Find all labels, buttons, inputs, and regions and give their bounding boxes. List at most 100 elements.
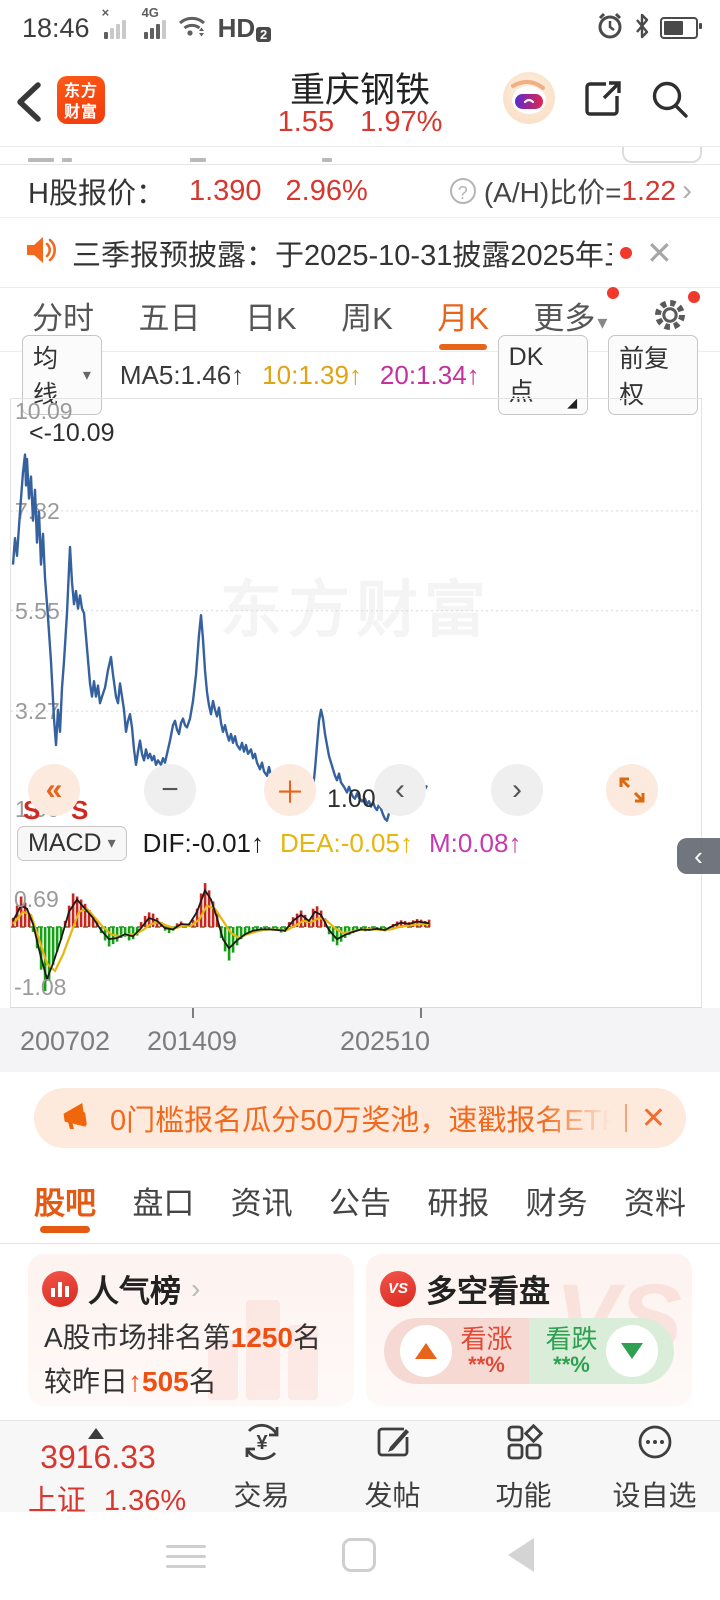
- time-axis-label: 202510: [339, 1026, 431, 1056]
- index-up-triangle-icon: [88, 1428, 104, 1439]
- corner-fold-icon: ◢: [567, 395, 578, 410]
- trade-button[interactable]: ¥ 交易: [196, 1421, 327, 1512]
- home-button[interactable]: [342, 1538, 376, 1572]
- android-back-button[interactable]: [508, 1538, 534, 1572]
- eastmoney-logo[interactable]: 东方 财富: [57, 76, 105, 124]
- recents-button[interactable]: [166, 1538, 206, 1575]
- clock-text: 18:46: [22, 12, 90, 43]
- ma10-value: 10:1.39↑: [262, 359, 362, 390]
- bull-percent: **%: [468, 1352, 505, 1378]
- sim2-signal-icon: 4G: [142, 5, 166, 39]
- search-icon[interactable]: [646, 76, 692, 122]
- chart-settings-gear-icon[interactable]: [650, 290, 700, 345]
- chevron-right-icon: ›: [682, 174, 692, 207]
- popularity-title: 人气榜: [88, 1274, 181, 1309]
- time-axis-label: 200702: [19, 1026, 111, 1056]
- svg-text:0.69: 0.69: [14, 886, 59, 912]
- gear-badge-dot: [687, 290, 700, 303]
- chevron-right-icon: ›: [191, 1272, 201, 1304]
- next-button[interactable]: ›: [491, 764, 543, 816]
- android-nav-bar: [0, 1530, 720, 1590]
- promo-close-icon[interactable]: ✕: [640, 1101, 666, 1135]
- popularity-card[interactable]: 人气榜 › A股市场排名第1250名 较昨日↑505名: [28, 1254, 354, 1406]
- clipped-row: [0, 146, 720, 165]
- status-bar: 18:46 × 4G HD 2: [0, 0, 720, 56]
- bull-bear-card[interactable]: VS VS 多空看盘 看涨**% 看跌**%: [366, 1254, 692, 1406]
- dea-value: DEA:-0.05↑: [280, 827, 413, 858]
- announcement-close-icon[interactable]: ✕: [646, 234, 673, 271]
- caret-down-icon: ▾: [107, 835, 116, 852]
- assistant-avatar[interactable]: [503, 72, 555, 124]
- vs-icon: VS: [380, 1270, 416, 1307]
- ah-ratio-label: (A/H)比价=: [483, 177, 622, 208]
- bear-label: 看跌: [545, 1323, 598, 1354]
- section-tab-资料[interactable]: 资料: [623, 1186, 686, 1221]
- ma-toolbar: 均线 ▾ MA5:1.46↑ 10:1.39↑ 20:1.34↑ DK点 ◢ 前复权: [0, 335, 720, 415]
- prev-button[interactable]: ‹: [374, 764, 426, 816]
- hd-voice-icon: HD 2: [218, 13, 272, 44]
- promo-banner[interactable]: 0门槛报名瓜分50万奖池，速戳报名ETF菁英赛 ✕: [34, 1088, 686, 1148]
- h-share-row[interactable]: H股报价： 1.390 2.96% ? (A/H)比价= 1.22 ›: [0, 164, 720, 218]
- back-button[interactable]: [8, 76, 52, 128]
- caret-down-icon: ▾: [597, 312, 608, 334]
- period-tab-五日[interactable]: 五日: [138, 301, 201, 336]
- alarm-icon: [596, 12, 624, 45]
- post-button[interactable]: 发帖: [327, 1421, 458, 1512]
- bear-vote-button[interactable]: [605, 1325, 658, 1377]
- period-tab-月K[interactable]: 月K: [435, 291, 491, 350]
- section-tab-公告[interactable]: 公告: [328, 1186, 391, 1221]
- period-tab-分时[interactable]: 分时: [32, 301, 94, 336]
- index-quote-item[interactable]: 3916.33 上证 1.36%: [0, 1421, 196, 1517]
- section-tab-资讯[interactable]: 资讯: [230, 1186, 293, 1221]
- dk-point-button[interactable]: DK点 ◢: [497, 335, 589, 415]
- bull-vote-button[interactable]: [400, 1325, 453, 1377]
- stock-title: 重庆钢铁: [289, 71, 430, 110]
- macd-toolbar: MACD ▾ DIF:-0.01↑ DEA:-0.05↑ M:0.08↑: [11, 823, 701, 863]
- section-tab-股吧[interactable]: 股吧: [34, 1168, 96, 1237]
- trade-icon: ¥: [239, 1419, 285, 1470]
- zoom-out-button[interactable]: −: [144, 764, 196, 816]
- announcement-bar[interactable]: 三季报预披露：于2025-10-31披露2025年三季报 ✕: [0, 218, 720, 288]
- svg-text:¥: ¥: [256, 1432, 268, 1454]
- megaphone-icon: [60, 1100, 96, 1137]
- rank-change-line: 较昨日↑505名: [44, 1366, 217, 1397]
- period-tab-更多[interactable]: 更多 ▾: [531, 287, 620, 348]
- rewind-button[interactable]: «: [28, 764, 80, 816]
- period-tab-周K[interactable]: 周K: [341, 301, 393, 336]
- section-tab-盘口[interactable]: 盘口: [132, 1186, 195, 1221]
- section-tab-研报[interactable]: 研报: [427, 1186, 490, 1221]
- share-icon[interactable]: [580, 76, 626, 122]
- ma-selector-button[interactable]: 均线 ▾: [22, 335, 102, 415]
- indicator-selector-button[interactable]: MACD ▾: [17, 825, 127, 861]
- bull-label: 看涨: [460, 1323, 513, 1354]
- fullscreen-button[interactable]: [606, 764, 658, 816]
- features-button[interactable]: 功能: [458, 1421, 589, 1512]
- section-tab-bar: 股吧 盘口 资讯 公告 研报 财务 资料: [0, 1162, 720, 1244]
- clipped-button: [622, 147, 702, 163]
- help-icon[interactable]: ?: [449, 178, 476, 204]
- period-tab-日K[interactable]: 日K: [244, 301, 297, 336]
- index-name: 上证: [27, 1485, 86, 1517]
- collapse-indicator-handle[interactable]: ‹: [677, 838, 720, 874]
- zoom-in-button[interactable]: ＋: [264, 764, 316, 816]
- rank-value: 1250: [230, 1322, 293, 1353]
- ma20-value: 20:1.34↑: [379, 359, 480, 390]
- divider: [624, 1104, 627, 1132]
- stock-change: 1.97%: [360, 106, 443, 138]
- rank-line: A股市场排名第1250名: [44, 1322, 321, 1353]
- sim1-signal-icon: ×: [102, 5, 126, 39]
- promo-text: 0门槛报名瓜分50万奖池，速戳报名ETF菁英赛: [110, 1097, 611, 1139]
- ma5-value: MA5:1.46↑: [119, 359, 245, 390]
- unread-dot: [620, 246, 632, 259]
- bear-percent: **%: [553, 1352, 590, 1378]
- forward-adjust-button[interactable]: 前复权: [608, 335, 698, 415]
- wifi-icon: [178, 14, 208, 43]
- post-icon: [370, 1419, 416, 1470]
- chart-panel[interactable]: 东方财富10.097.825.553.271.00<-10.091.00->SS…: [10, 398, 702, 1008]
- features-icon: [501, 1419, 547, 1470]
- section-tab-财务[interactable]: 财务: [525, 1186, 588, 1221]
- watchlist-button[interactable]: 设自选: [589, 1421, 720, 1512]
- bluetooth-icon: [633, 12, 651, 45]
- announcement-text: 三季报预披露：于2025-10-31披露2025年三季报: [72, 239, 612, 272]
- index-name-row: 上证 1.36%: [0, 1477, 196, 1519]
